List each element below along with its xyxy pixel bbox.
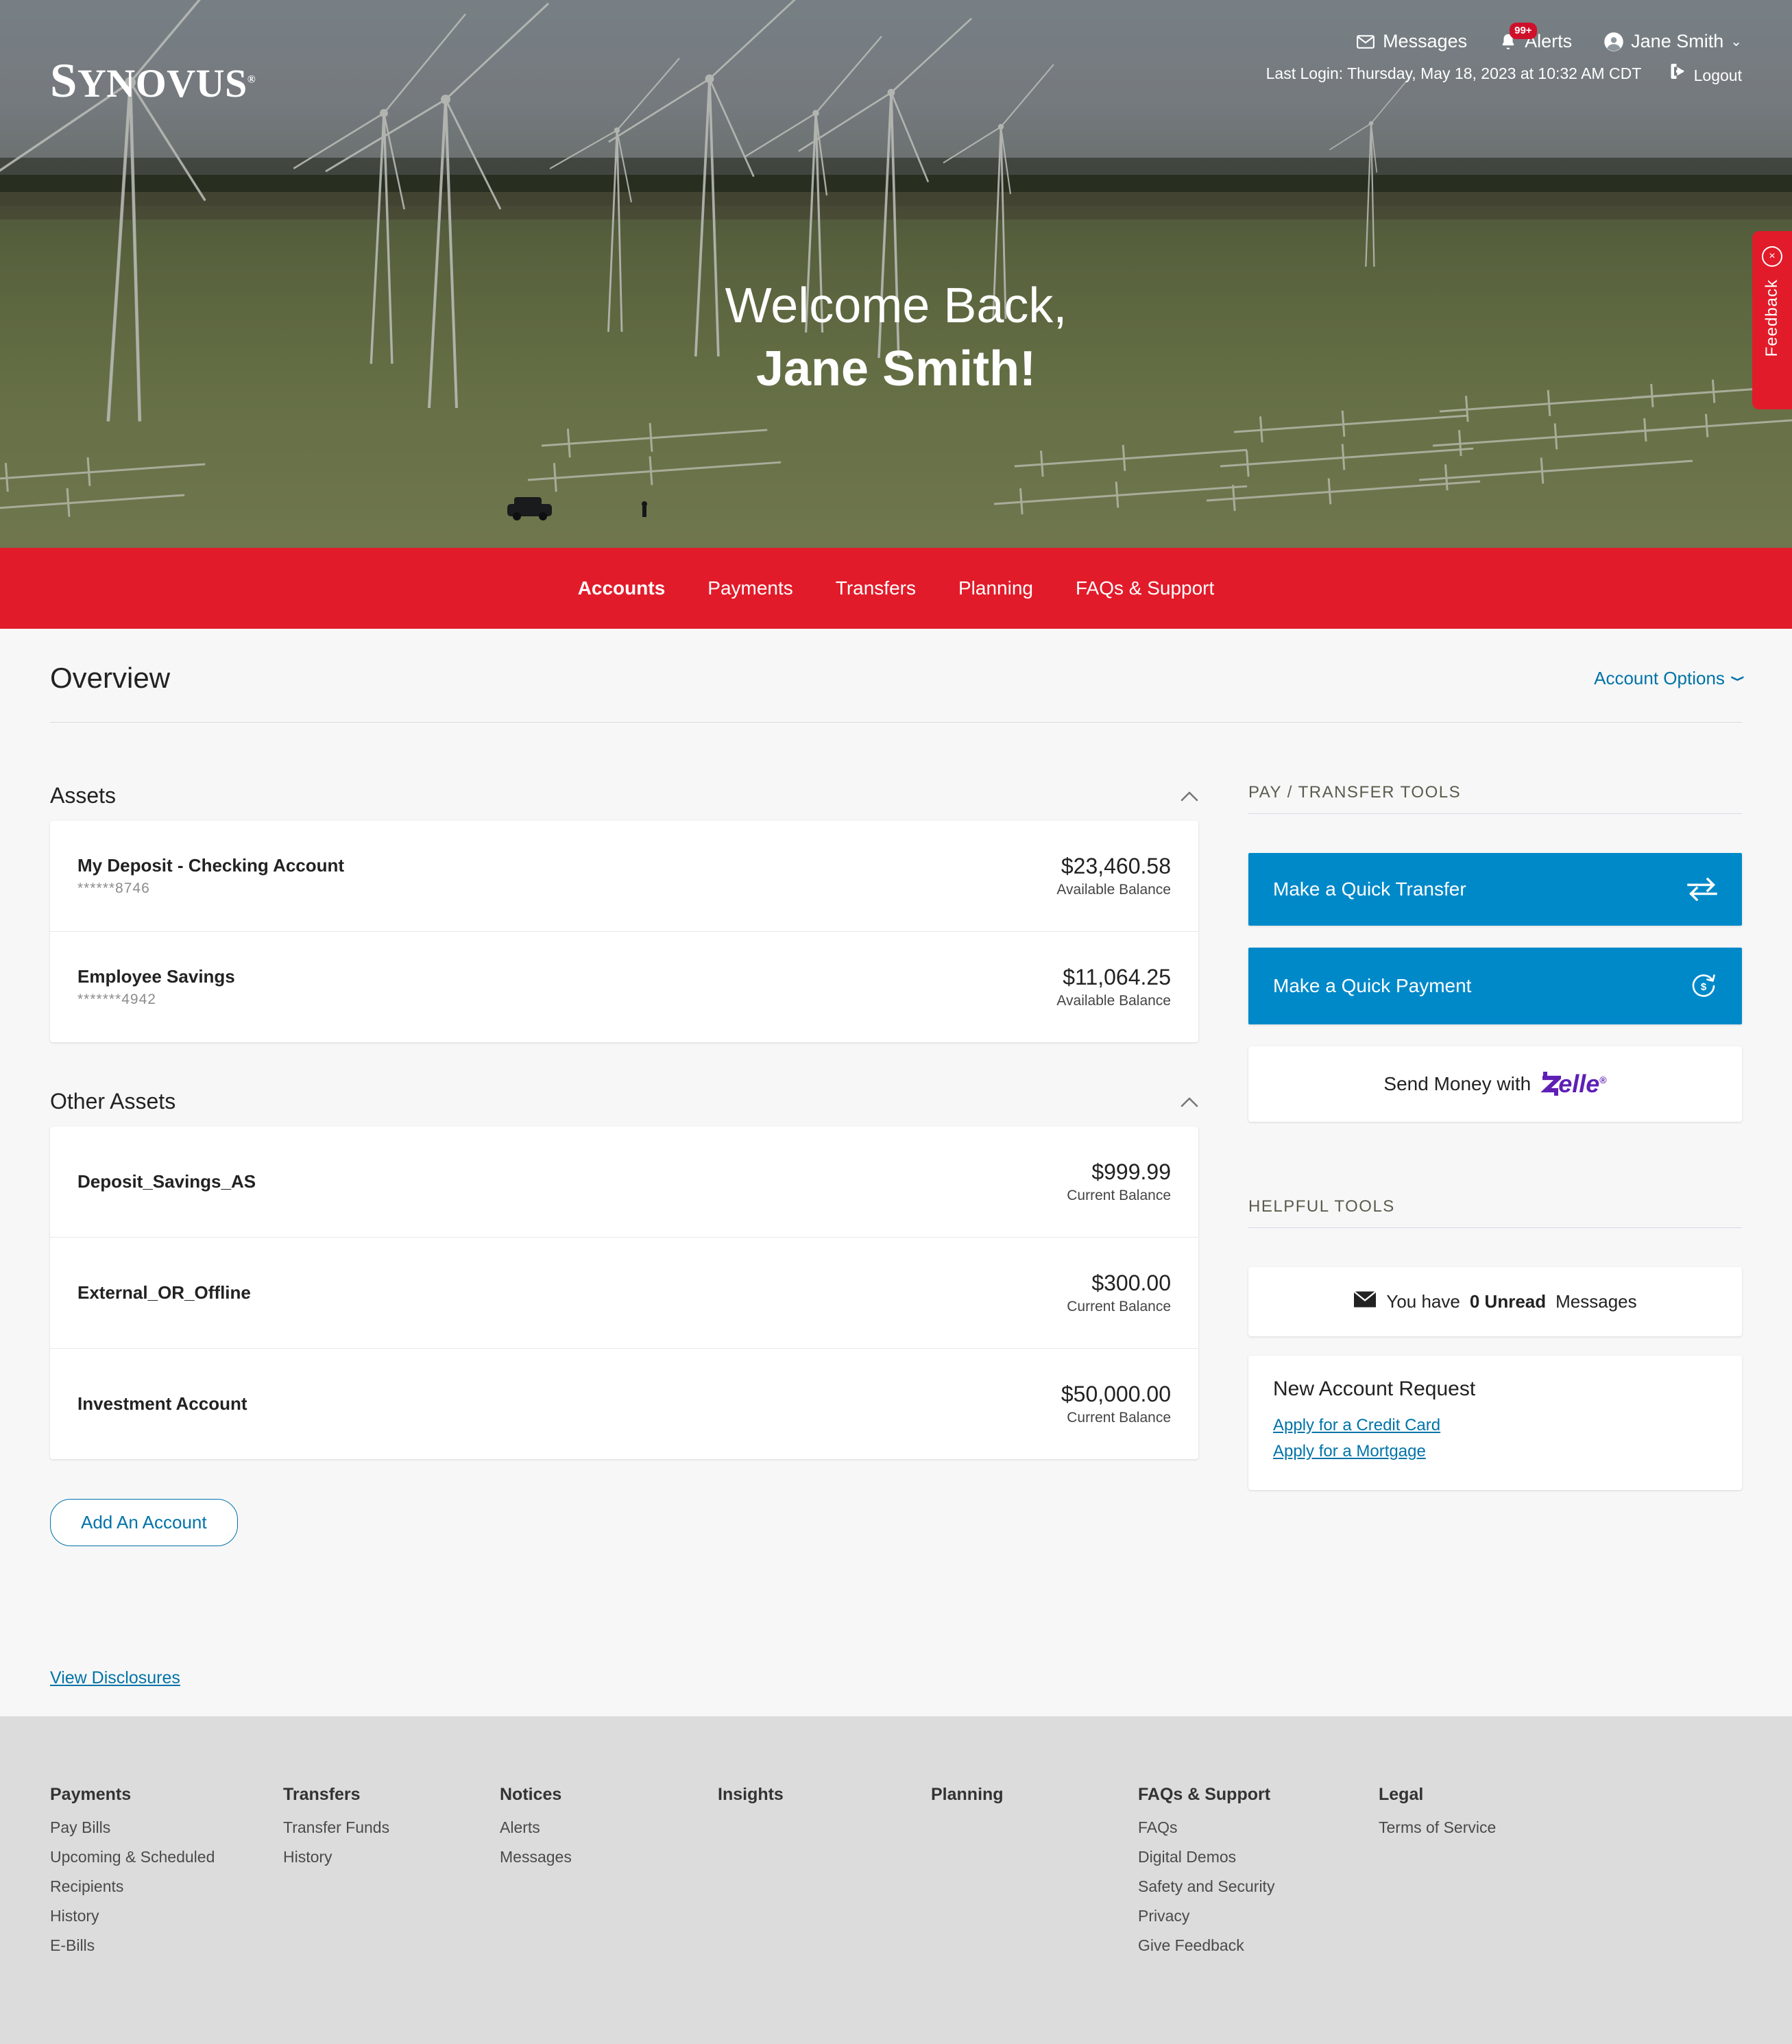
svg-text:$: $ [1701, 981, 1707, 993]
